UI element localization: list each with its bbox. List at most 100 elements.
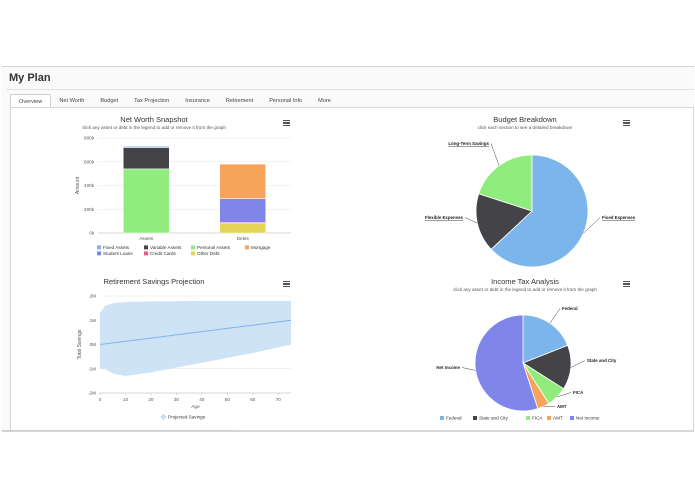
legend-item-fixed-assets[interactable]: Fixed Assets — [97, 245, 130, 250]
legend-label: Mortgage — [251, 245, 271, 250]
tab-more[interactable]: More — [318, 98, 331, 104]
tab-net-worth[interactable]: Net Worth — [59, 98, 85, 104]
legend-swatch — [144, 251, 148, 256]
y-tick-label: 1M — [90, 318, 97, 323]
projected-savings-line — [99, 319, 292, 345]
x-tick-label: 40 — [199, 397, 205, 402]
y-tick-label: -2M — [88, 391, 96, 396]
slice-label-flexible-expenses: Flexible Expenses — [425, 215, 464, 220]
legend-swatch — [440, 416, 444, 420]
x-tick-label: 10 — [123, 397, 129, 402]
net-worth-title: Net Worth Snapshot — [120, 115, 188, 124]
legend-swatch — [97, 245, 101, 250]
legend-label: Personal Assets — [197, 245, 231, 250]
connector-line — [556, 392, 572, 398]
hamburger-menu-icon[interactable] — [283, 281, 290, 287]
legend-item-other-debt[interactable]: Other Debt — [191, 251, 220, 256]
hamburger-menu-icon[interactable] — [283, 120, 290, 126]
slice-label-federal: Federal — [562, 306, 578, 311]
y-tick-label: 2M — [90, 294, 97, 299]
y-tick-label: 800k — [84, 136, 95, 141]
connector-line — [461, 367, 476, 371]
y-axis-title: Amount — [75, 176, 81, 194]
x-tick-label: 70 — [276, 397, 282, 402]
hamburger-menu-icon[interactable] — [623, 120, 630, 126]
legend-item-student-loans[interactable]: Student Loans — [97, 251, 133, 256]
legend-label: Credit Cards — [150, 251, 176, 256]
legend-label: AMT — [553, 416, 563, 421]
legend-item-personal-assets[interactable]: Personal Assets — [191, 245, 231, 250]
legend-label: State and City — [479, 416, 509, 421]
bar-fixed-assets-assets — [123, 146, 170, 148]
budget-subtitle: click each section to see a detailed bre… — [477, 125, 573, 130]
x-tick-label: 50 — [225, 397, 231, 402]
slice-net-income[interactable] — [474, 314, 539, 412]
legend-item-net-income[interactable]: Net Income — [570, 416, 600, 421]
title-divider — [6, 89, 694, 90]
budget-title: Budget Breakdown — [493, 115, 557, 124]
net-worth-card: Net Worth Snapshot click any asset or de… — [13, 112, 295, 270]
slice-label-long-term-savings: Long-Term Savings — [448, 141, 489, 146]
tab-overview[interactable]: Overview — [10, 94, 52, 108]
slice-fixed-expenses[interactable] — [490, 154, 589, 268]
legend-label: Other Debt — [197, 251, 220, 256]
overview-panel: Net Worth Snapshot click any asset or de… — [10, 107, 694, 431]
legend-label: Fixed Assets — [103, 245, 130, 250]
app-frame: My Plan Overview Net Worth Budget Tax Proje… — [2, 66, 694, 432]
slice-label-amt: AMT — [557, 404, 567, 409]
legend-item-variable-assets[interactable]: Variable Assets — [144, 245, 182, 250]
connector-line — [549, 308, 561, 324]
legend-swatch — [97, 251, 101, 256]
tab-bar: Overview Net Worth Budget Tax Projection Ins… — [10, 94, 339, 108]
legend-swatch — [191, 251, 195, 256]
legend-item-credit-cards[interactable]: Credit Cards — [144, 251, 176, 256]
slice-label-fixed-expenses: Fixed Expenses — [602, 215, 636, 220]
bar-student-loans-debts — [219, 198, 266, 223]
budget-chart: Fixed Expenses Flexible Expenses Long-Term… — [425, 141, 636, 268]
legend-item-projected-savings[interactable]: Projected Savings — [160, 414, 206, 420]
y-tick-label: 600k — [84, 159, 95, 164]
x-tick-label: 0 — [99, 397, 102, 402]
tab-budget[interactable]: Budget — [100, 98, 119, 104]
x-tick-label: Assets — [139, 236, 153, 241]
bar-mortgage-debts — [219, 163, 266, 199]
slice-label-fica: FICA — [573, 390, 584, 395]
tab-insurance[interactable]: Insurance — [185, 98, 210, 104]
legend-item-fica[interactable]: FICA — [526, 416, 543, 421]
legend-swatch — [526, 416, 530, 420]
x-tick-label: Debts — [237, 236, 250, 241]
bar-variable-assets-assets — [123, 147, 170, 170]
slice-federal[interactable] — [522, 314, 569, 364]
connector-line — [464, 217, 478, 224]
net-worth-chart: 0k 200k 400k 600k 800k Amount Assets Debts Fixed… — [75, 136, 291, 256]
x-tick-label: 60 — [250, 397, 256, 402]
income-tax-chart: Federal State and City FICA AMT Net Income Fe… — [436, 306, 617, 421]
connector-line — [583, 217, 601, 234]
x-tick-label: 30 — [174, 397, 180, 402]
y-tick-label: 400k — [84, 183, 95, 188]
connector-line — [490, 143, 500, 166]
legend-label: Variable Assets — [150, 245, 182, 250]
legend-item-mortgage[interactable]: Mortgage — [245, 245, 271, 250]
legend-item-amt[interactable]: AMT — [547, 416, 563, 421]
legend-item-federal[interactable]: Federal — [440, 416, 462, 421]
y-tick-label: 0M — [90, 342, 97, 347]
retirement-title: Retirement Savings Projection — [103, 277, 205, 286]
x-axis-title: Age — [191, 404, 200, 410]
y-tick-label: 200k — [84, 207, 95, 212]
projection-range-band — [100, 300, 291, 377]
net-worth-subtitle: click any asset or debt in the legend to… — [82, 125, 226, 130]
legend-label: Federal — [446, 416, 462, 421]
slice-label-state-and-city: State and City — [587, 358, 617, 363]
tab-personal-info[interactable]: Personal Info — [269, 98, 303, 104]
legend-item-state-and-city[interactable]: State and City — [473, 416, 509, 421]
tab-tax-projection[interactable]: Tax Projection — [134, 98, 170, 104]
x-tick-label: 20 — [148, 397, 154, 402]
hamburger-menu-icon[interactable] — [623, 281, 630, 287]
bar-personal-assets-assets — [123, 168, 170, 234]
legend-swatch — [570, 416, 574, 420]
income-tax-card: Income Tax Analysis click any asset or d… — [411, 274, 639, 422]
legend-swatch — [473, 416, 477, 420]
tab-retirement[interactable]: Retirement — [225, 98, 254, 104]
income-tax-subtitle: click any asset or debt in the legend to… — [453, 287, 597, 292]
